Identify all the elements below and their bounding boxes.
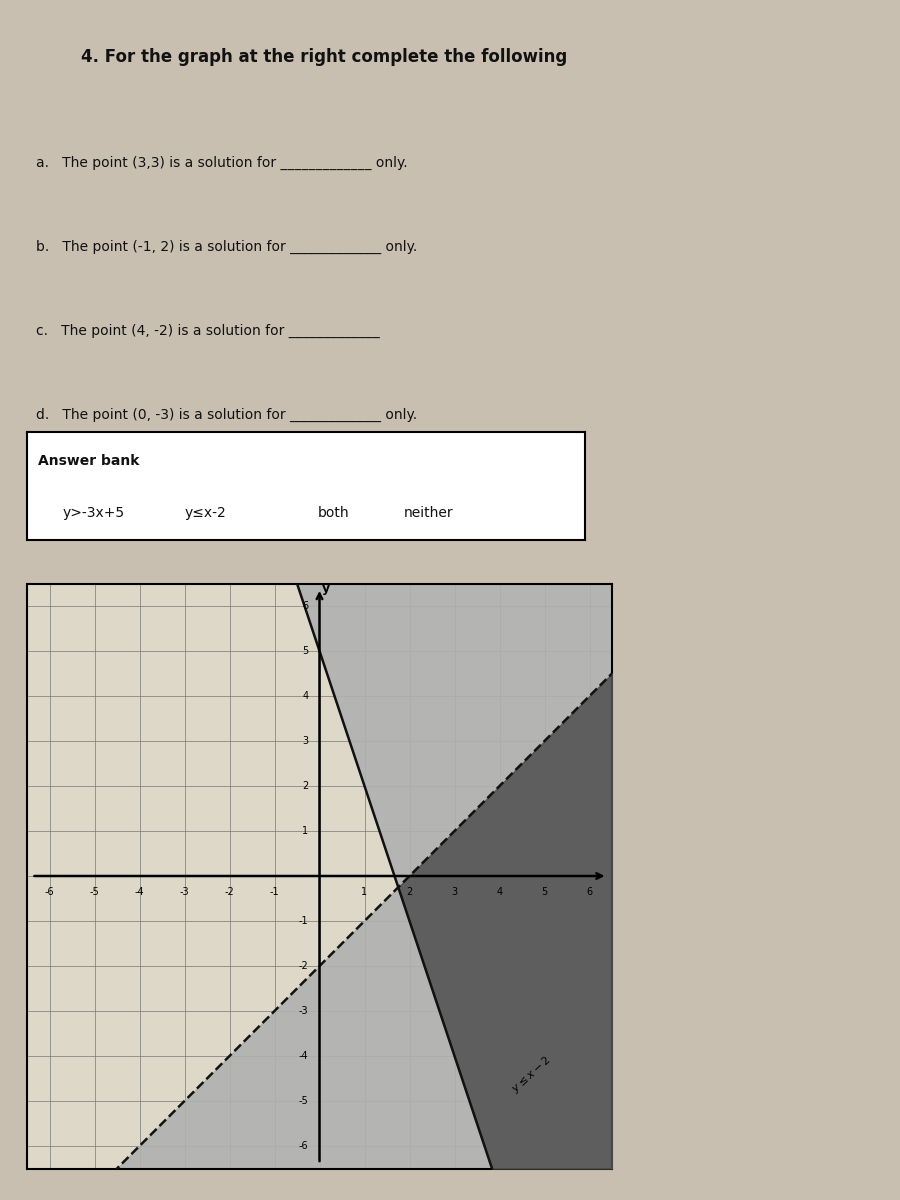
Text: -5: -5 [299, 1096, 308, 1106]
Text: 6: 6 [302, 601, 308, 611]
Text: y≤x-2: y≤x-2 [184, 506, 227, 520]
Text: -6: -6 [45, 887, 54, 898]
Text: -6: -6 [299, 1141, 308, 1151]
Text: 4: 4 [302, 691, 308, 701]
Text: 5: 5 [542, 887, 547, 898]
Text: -4: -4 [135, 887, 144, 898]
Text: 2: 2 [407, 887, 412, 898]
Text: -1: -1 [299, 916, 308, 926]
Text: 4. For the graph at the right complete the following: 4. For the graph at the right complete t… [81, 48, 567, 66]
Text: b.   The point (-1, 2) is a solution for _____________ only.: b. The point (-1, 2) is a solution for _… [36, 240, 418, 254]
Text: -1: -1 [270, 887, 279, 898]
Text: 1: 1 [302, 826, 308, 836]
Text: -4: -4 [299, 1051, 308, 1061]
Text: a.   The point (3,3) is a solution for _____________ only.: a. The point (3,3) is a solution for ___… [36, 156, 408, 170]
Text: -5: -5 [90, 887, 99, 898]
Text: d.   The point (0, -3) is a solution for _____________ only.: d. The point (0, -3) is a solution for _… [36, 408, 417, 422]
Text: Answer bank: Answer bank [38, 454, 140, 468]
Text: y>-3x+5: y>-3x+5 [63, 506, 125, 520]
Text: 6: 6 [587, 887, 592, 898]
Text: 5: 5 [302, 646, 308, 656]
Text: 4: 4 [497, 887, 502, 898]
Text: c.   The point (4, -2) is a solution for _____________: c. The point (4, -2) is a solution for _… [36, 324, 380, 338]
Text: both: both [318, 506, 350, 520]
Text: 3: 3 [452, 887, 457, 898]
Text: y: y [322, 582, 330, 595]
Text: -2: -2 [299, 961, 308, 971]
Text: 1: 1 [362, 887, 367, 898]
Text: -2: -2 [225, 887, 234, 898]
Text: -3: -3 [180, 887, 189, 898]
Text: neither: neither [404, 506, 454, 520]
Text: $y \leq x-2$: $y \leq x-2$ [508, 1052, 554, 1096]
Text: 3: 3 [302, 736, 308, 746]
Text: -3: -3 [299, 1006, 308, 1016]
Text: 2: 2 [302, 781, 308, 791]
